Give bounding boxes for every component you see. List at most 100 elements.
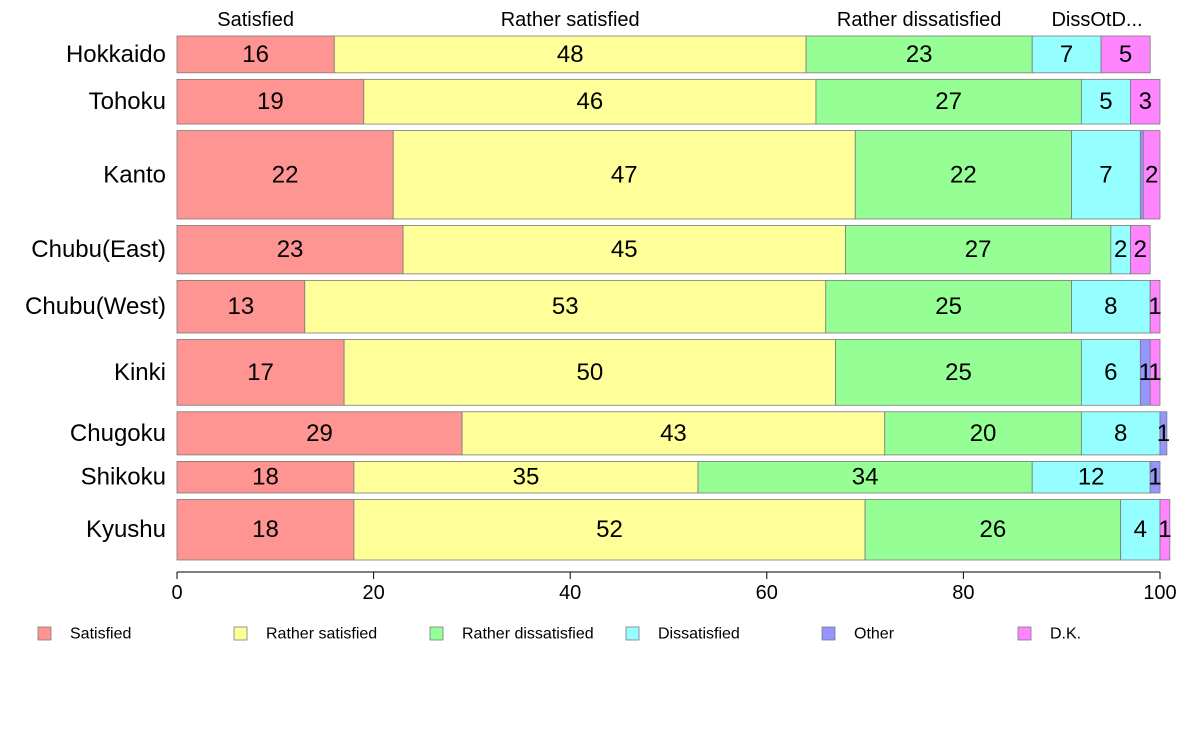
bar-kinki-rather-dissatisfied — [835, 339, 1082, 406]
top-label-rather-dissatisfied: Rather dissatisfied — [837, 9, 1002, 31]
value-label-kanto-rather-dissatisfied: 22 — [950, 161, 977, 188]
value-label-shikoku-dissatisfied: 12 — [1078, 464, 1105, 491]
bar-chubu-east-rather-dissatisfied — [845, 225, 1112, 275]
value-label-kyushu-rather-satisfied: 52 — [596, 516, 623, 543]
value-label-kyushu-satisfied: 18 — [252, 516, 279, 543]
bar-hokkaido-rather-satisfied — [333, 35, 807, 74]
value-label-chubu-east-rather-satisfied: 45 — [611, 236, 638, 263]
bar-chubu-west-d-k — [1149, 279, 1161, 334]
bar-kyushu-satisfied — [176, 499, 355, 561]
bar-kanto-d-k — [1142, 130, 1161, 220]
bar-hokkaido-d-k — [1100, 35, 1151, 74]
x-tick-label-80: 80 — [952, 582, 974, 604]
category-label-shikoku: Shikoku — [81, 464, 166, 491]
value-label-shikoku-rather-dissatisfied: 34 — [852, 464, 879, 491]
value-label-kinki-rather-dissatisfied: 25 — [945, 359, 972, 386]
legend-swatch-dissatisfied — [625, 626, 640, 641]
x-tick-label-100: 100 — [1143, 582, 1176, 604]
bar-kinki-rather-satisfied — [343, 339, 837, 406]
legend-label-rather-satisfied: Rather satisfied — [266, 626, 377, 643]
value-label-chugoku-dissatisfied: 8 — [1114, 420, 1127, 447]
bars-area: 16 48 23 7 519 46 27 5 322 47 22 7 223 45 27 2 213 53 25 8 1… — [176, 35, 1172, 561]
value-label-shikoku-rather-satisfied: 35 — [513, 464, 540, 491]
value-label-hokkaido-dissatisfied: 7 — [1060, 41, 1073, 68]
bar-chugoku-other — [1159, 411, 1168, 456]
category-label-kanto: Kanto — [103, 161, 166, 188]
top-label-dissotd: DissOtD... — [1051, 9, 1142, 31]
value-label-chubu-east-rather-dissatisfied: 27 — [965, 236, 992, 263]
value-label-shikoku-other: 1 — [1148, 464, 1161, 491]
x-tick-label-40: 40 — [559, 582, 581, 604]
legend-swatch-satisfied — [37, 626, 52, 641]
bar-chubu-east-rather-satisfied — [402, 225, 846, 275]
bar-kyushu-dissatisfied — [1120, 499, 1161, 561]
value-label-tohoku-d-k: 3 — [1139, 88, 1152, 115]
legend-swatch-d-k — [1017, 626, 1032, 641]
bar-chubu-west-rather-satisfied — [304, 279, 827, 334]
value-label-kinki-dissatisfied: 6 — [1104, 359, 1117, 386]
category-label-kinki: Kinki — [114, 359, 166, 386]
bar-kanto-other — [1139, 130, 1144, 220]
y-axis-labels: Hokkaido Tohoku Kanto Chubu(East) Chubu(West… — [25, 41, 166, 543]
legend: Satisfied Rather satisfied Rather dissatis… — [37, 626, 1081, 643]
value-label-kinki-rather-satisfied: 50 — [577, 359, 604, 386]
value-label-kyushu-dissatisfied: 4 — [1134, 516, 1147, 543]
bar-hokkaido-satisfied — [176, 35, 335, 74]
value-label-tohoku-rather-satisfied: 46 — [577, 88, 604, 115]
value-label-kinki-d-k: 1 — [1148, 359, 1161, 386]
value-label-chugoku-rather-dissatisfied: 20 — [970, 420, 997, 447]
category-label-tohoku: Tohoku — [89, 88, 166, 115]
bar-chugoku-rather-satisfied — [461, 411, 886, 456]
value-label-chugoku-satisfied: 29 — [306, 420, 333, 447]
legend-label-other: Other — [854, 626, 895, 643]
legend-label-satisfied: Satisfied — [70, 626, 131, 643]
category-label-chugoku: Chugoku — [70, 420, 166, 447]
bar-chugoku-dissatisfied — [1080, 411, 1161, 456]
value-label-kinki-other: 1 — [1139, 359, 1152, 386]
value-label-hokkaido-d-k: 5 — [1119, 41, 1132, 68]
value-label-shikoku-satisfied: 18 — [252, 464, 279, 491]
value-label-tohoku-dissatisfied: 5 — [1099, 88, 1112, 115]
value-label-hokkaido-satisfied: 16 — [242, 41, 269, 68]
bar-shikoku-satisfied — [176, 461, 355, 494]
value-label-chubu-east-dissatisfied: 2 — [1114, 236, 1127, 263]
value-label-chubu-west-satisfied: 13 — [228, 293, 255, 320]
value-label-chugoku-other: 1 — [1157, 420, 1170, 447]
value-label-kanto-dissatisfied: 7 — [1099, 161, 1112, 188]
legend-swatch-other — [821, 626, 836, 641]
bar-shikoku-rather-satisfied — [353, 461, 699, 494]
bar-chugoku-satisfied — [176, 411, 463, 456]
bar-kinki-dissatisfied — [1080, 339, 1141, 406]
value-label-chugoku-rather-satisfied: 43 — [660, 420, 687, 447]
bar-shikoku-dissatisfied — [1031, 461, 1151, 494]
value-label-kyushu-d-k: 1 — [1158, 516, 1171, 543]
category-label-chubu-east: Chubu(East) — [31, 236, 166, 263]
bar-shikoku-other — [1149, 461, 1161, 494]
top-label-satisfied: Satisfied — [217, 9, 294, 31]
bar-chubu-west-dissatisfied — [1071, 279, 1151, 334]
bar-tohoku-satisfied — [176, 78, 365, 125]
value-label-kanto-rather-satisfied: 47 — [611, 161, 638, 188]
legend-label-rather-dissatisfied: Rather dissatisfied — [462, 626, 594, 643]
legend-swatch-rather-dissatisfied — [429, 626, 444, 641]
bar-kinki-satisfied — [176, 339, 345, 406]
bar-kinki-d-k — [1149, 339, 1161, 406]
legend-label-d-k: D.K. — [1050, 626, 1081, 643]
value-label-chubu-east-d-k: 2 — [1134, 236, 1147, 263]
bar-chubu-east-satisfied — [176, 225, 404, 275]
x-axis: 0 20 40 60 80 100 — [171, 571, 1177, 604]
x-tick-label-0: 0 — [171, 582, 182, 604]
category-label-hokkaido: Hokkaido — [66, 41, 166, 68]
value-label-kyushu-rather-dissatisfied: 26 — [980, 516, 1007, 543]
x-tick-label-20: 20 — [362, 582, 384, 604]
legend-label-dissatisfied: Dissatisfied — [658, 626, 740, 643]
x-tick-label-60: 60 — [756, 582, 778, 604]
value-label-chubu-west-dissatisfied: 8 — [1104, 293, 1117, 320]
bar-kanto-dissatisfied — [1071, 130, 1141, 220]
bar-shikoku-rather-dissatisfied — [697, 461, 1033, 494]
value-label-kanto-satisfied: 22 — [272, 161, 299, 188]
value-label-hokkaido-rather-satisfied: 48 — [557, 41, 584, 68]
value-label-kanto-d-k: 2 — [1145, 161, 1158, 188]
value-label-tohoku-satisfied: 19 — [257, 88, 284, 115]
